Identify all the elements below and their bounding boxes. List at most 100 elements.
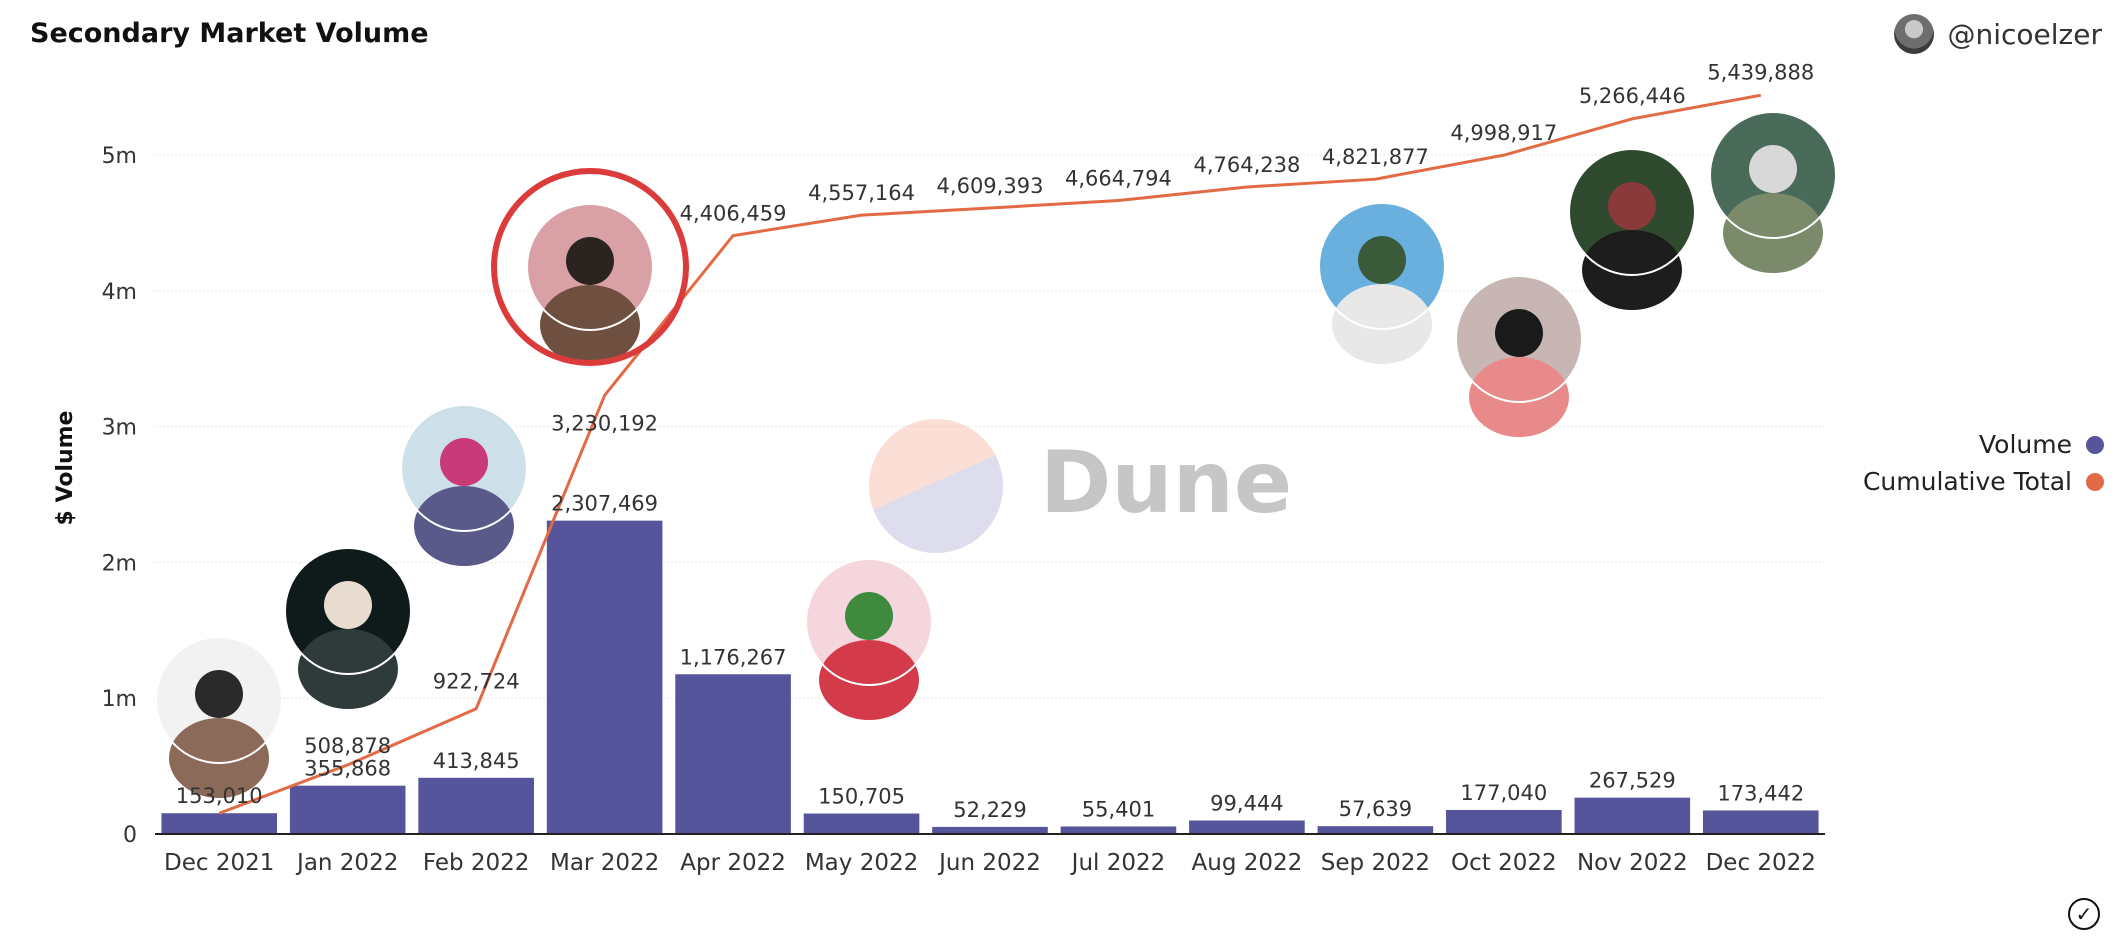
watermark-text: Dune	[1040, 433, 1292, 533]
x-tick-label: Dec 2022	[1706, 850, 1816, 876]
photo-border	[1455, 275, 1583, 403]
cumulative-point-label: 3,230,192	[551, 411, 658, 435]
x-tick-label: Jul 2022	[1070, 850, 1166, 876]
cumulative-point-label: 4,821,877	[1322, 145, 1429, 169]
volume-bar-label: 153,010	[176, 784, 263, 808]
x-tick-label: Aug 2022	[1192, 850, 1303, 876]
dune-watermark: Dune	[869, 419, 1292, 553]
artist-photo-cartoon-art	[805, 558, 933, 720]
volume-bar[interactable]	[1574, 797, 1691, 834]
author-handle[interactable]: @nicoelzer	[1947, 17, 2103, 51]
volume-bar-label: 57,639	[1339, 797, 1412, 821]
y-tick-label: 4m	[102, 280, 137, 305]
chart-legend: Volume Cumulative Total	[1863, 430, 2104, 496]
cumulative-dot-icon	[2086, 472, 2104, 491]
cumulative-point-label: 5,439,888	[1707, 60, 1814, 84]
volume-bar[interactable]	[161, 813, 278, 834]
artist-photo-cyclist-art	[400, 404, 528, 566]
photo-body	[1723, 193, 1823, 273]
y-tick-label: 1m	[102, 687, 137, 712]
cumulative-point-label: 4,764,238	[1193, 153, 1300, 177]
artist-photo-dark-portrait	[284, 547, 412, 709]
photo-head	[1749, 145, 1797, 193]
volume-bar-label: 150,705	[818, 785, 905, 809]
y-tick-label: 2m	[102, 551, 137, 576]
artist-photo-pink-cheeks	[1455, 275, 1583, 437]
volume-bar[interactable]	[1317, 826, 1434, 834]
volume-bar[interactable]	[803, 813, 920, 834]
artist-photo-braids	[1568, 148, 1696, 310]
x-tick-label: Jun 2022	[937, 850, 1041, 876]
photo-head	[566, 237, 614, 285]
photo-border	[1709, 111, 1837, 239]
photo-body	[298, 629, 398, 709]
y-tick-label: 5m	[102, 144, 137, 169]
x-tick-label: Dec 2021	[164, 850, 274, 876]
photo-head	[1358, 236, 1406, 284]
x-tick-label: May 2022	[805, 850, 918, 876]
volume-bar[interactable]	[932, 826, 1048, 834]
volume-bar-label: 1,176,267	[680, 645, 787, 669]
legend-item-volume[interactable]: Volume	[1979, 430, 2104, 459]
volume-bar-label: 173,442	[1717, 781, 1804, 805]
cumulative-point-label: 4,664,794	[1065, 167, 1172, 191]
cumulative-point-label: 508,878	[304, 734, 391, 758]
photo-head	[324, 581, 372, 629]
photo-body	[414, 486, 514, 566]
photo-body	[819, 640, 919, 720]
artist-photo-curly-hair	[155, 636, 283, 798]
photo-border	[526, 203, 654, 331]
volume-dot-icon	[2086, 435, 2104, 454]
y-axis-label: $ Volume	[53, 411, 78, 526]
volume-bar[interactable]	[289, 785, 406, 834]
cumulative-point-label: 5,266,446	[1579, 84, 1686, 108]
photo-head	[440, 438, 488, 486]
x-tick-label: Mar 2022	[550, 850, 659, 876]
volume-bar[interactable]	[546, 520, 663, 834]
photo-body	[1582, 230, 1682, 310]
volume-bar-label: 177,040	[1460, 781, 1547, 805]
cumulative-point-label: 4,557,164	[808, 181, 915, 205]
legend-label-volume: Volume	[1979, 430, 2072, 459]
x-tick-label: Oct 2022	[1451, 850, 1557, 876]
volume-bar-label: 99,444	[1210, 791, 1283, 815]
volume-bar[interactable]	[1060, 826, 1177, 834]
author-badge[interactable]: @nicoelzer	[1893, 14, 2103, 54]
legend-item-cumulative[interactable]: Cumulative Total	[1863, 467, 2104, 496]
photo-head	[1495, 309, 1543, 357]
photo-body	[1469, 357, 1569, 437]
cumulative-point-label: 4,998,917	[1450, 121, 1557, 145]
volume-bar-label: 55,401	[1082, 797, 1155, 821]
author-avatar	[1893, 14, 1934, 54]
artist-photo-duo	[1709, 111, 1837, 273]
volume-bar-label: 2,307,469	[551, 492, 658, 516]
cumulative-point-label: 4,609,393	[937, 174, 1044, 198]
cumulative-line[interactable]	[218, 93, 1762, 815]
photo-head	[845, 592, 893, 640]
x-tick-label: Jan 2022	[295, 850, 398, 876]
cumulative-point-label: 4,406,459	[680, 202, 787, 226]
artist-photo-plaid-shirt	[1318, 202, 1446, 364]
checkmark-icon[interactable]: ✓	[2068, 898, 2100, 930]
photo-border	[284, 547, 412, 675]
photo-body	[540, 285, 640, 365]
photo-head	[195, 670, 243, 718]
photo-border	[155, 636, 283, 764]
photo-border	[805, 558, 933, 686]
volume-bar-label: 355,868	[304, 757, 391, 781]
y-tick-label: 0	[123, 823, 137, 848]
volume-bar[interactable]	[1702, 810, 1819, 834]
artist-photo-sunglasses	[491, 168, 689, 366]
photo-border	[400, 404, 528, 532]
photo-body	[169, 718, 269, 798]
photo-body	[1332, 284, 1432, 364]
highlight-ring	[491, 168, 689, 366]
volume-bar[interactable]	[418, 777, 534, 834]
legend-label-cumulative: Cumulative Total	[1862, 467, 2072, 496]
x-tick-label: Feb 2022	[423, 850, 530, 876]
volume-bar-label: 52,229	[953, 798, 1026, 822]
volume-bar[interactable]	[1446, 809, 1562, 834]
volume-bar[interactable]	[1189, 820, 1305, 834]
x-tick-label: Sep 2022	[1321, 850, 1430, 876]
volume-bar[interactable]	[675, 674, 791, 834]
